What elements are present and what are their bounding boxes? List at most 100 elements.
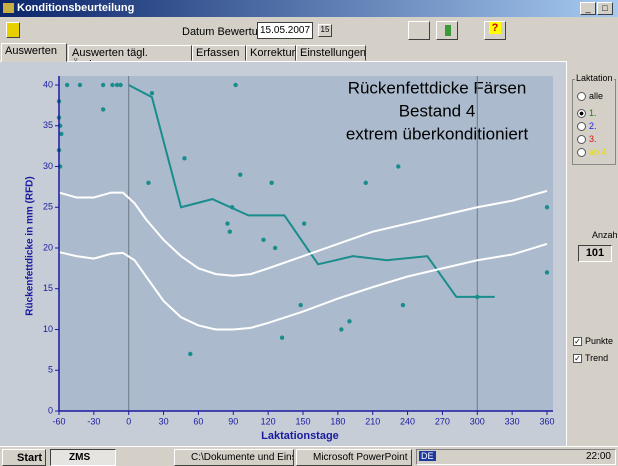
tray: DE 22:00 <box>416 449 616 465</box>
x-tick-label: 60 <box>193 416 203 426</box>
chart-title: Rückenfettdicke Färsen <box>348 78 527 97</box>
task-button[interactable]: Microsoft PowerPoint - [... <box>296 449 412 466</box>
calendar-button[interactable]: 15 <box>318 24 332 37</box>
radio[interactable]: ab 4 <box>577 147 607 158</box>
x-tick-label: 0 <box>126 416 131 426</box>
data-point <box>146 180 151 185</box>
minimize-button[interactable]: _ <box>580 2 596 15</box>
y-tick-label: 30 <box>43 161 53 171</box>
data-point <box>225 221 230 226</box>
count-label: Anzahl <box>592 230 618 240</box>
checkbox[interactable]: ✓ Punkte <box>573 336 614 347</box>
y-tick-label: 10 <box>43 324 53 334</box>
data-point <box>227 229 232 234</box>
trend-line <box>128 84 495 298</box>
task-button[interactable]: C:\Dokumente und Einst... <box>174 449 294 466</box>
maximize-button[interactable]: □ <box>597 2 613 15</box>
radio[interactable]: 1. <box>577 108 597 119</box>
date-input[interactable]: 15.05.2007 <box>257 22 313 39</box>
count-box: 101 <box>578 245 612 262</box>
data-point <box>100 82 106 88</box>
export-icon <box>445 25 451 36</box>
y-tick-label: 15 <box>43 283 53 293</box>
data-point <box>301 221 307 226</box>
data-point <box>544 270 550 275</box>
radio-label: 3. <box>589 134 597 144</box>
radio[interactable]: 3. <box>577 134 597 145</box>
title-bar: Konditionsbeurteilung _ □ <box>0 0 618 17</box>
data-point <box>110 82 115 88</box>
data-point <box>279 335 285 340</box>
data-point <box>269 180 274 185</box>
data-point <box>149 90 155 96</box>
date-label: Datum Bewertung <box>182 26 271 38</box>
data-point <box>59 131 64 137</box>
radio-label: 2. <box>589 121 597 131</box>
radio[interactable]: alle <box>577 91 604 102</box>
data-point <box>233 82 238 88</box>
data-point <box>261 237 266 243</box>
data-point <box>339 327 344 332</box>
y-tick-label: 35 <box>43 120 53 130</box>
app-icon <box>3 3 14 13</box>
data-point <box>400 302 406 308</box>
data-point <box>298 302 303 308</box>
x-tick-label: -60 <box>52 416 65 426</box>
data-point <box>182 156 187 161</box>
chart: Rückenfettdicke Färsen Bestand 4 extrem … <box>25 76 555 442</box>
x-tick-label: 360 <box>539 416 554 426</box>
exit-button[interactable] <box>6 22 20 38</box>
data-point <box>100 107 106 112</box>
data-point <box>114 82 120 88</box>
x-tick-label: 210 <box>365 416 380 426</box>
plot-area <box>59 76 553 411</box>
data-point <box>188 351 193 357</box>
export-button[interactable] <box>436 21 458 40</box>
data-point <box>229 205 235 210</box>
x-tick-label: 330 <box>505 416 520 426</box>
data-point <box>396 164 401 169</box>
tab[interactable]: Erfassen <box>192 45 246 61</box>
help-button[interactable]: ? <box>484 21 506 40</box>
taskbar: Start ZMS C:\Dokumente und Einst... Micr… <box>0 446 618 466</box>
checkbox-label: Trend <box>585 353 609 363</box>
x-tick-label: 300 <box>470 416 485 426</box>
x-axis-label: Laktationstage <box>261 430 339 442</box>
print-button[interactable] <box>408 21 430 40</box>
window-title: Konditionsbeurteilung <box>17 2 135 14</box>
y-tick-label: 25 <box>43 202 53 212</box>
radio-label: alle <box>589 91 604 101</box>
data-point <box>272 245 278 251</box>
side-panel <box>566 61 618 446</box>
task-button[interactable]: ZMS <box>50 449 116 466</box>
trend-line <box>58 189 548 277</box>
x-tick-label: 180 <box>330 416 345 426</box>
data-point <box>347 319 352 324</box>
x-tick-label: 120 <box>261 416 276 426</box>
language[interactable]: DE <box>419 451 436 461</box>
trend-line <box>58 242 548 331</box>
y-axis-label: Rückenfettdicke in mm (RFD) <box>25 176 36 315</box>
start-button[interactable]: Start <box>2 449 46 466</box>
y-tick-label: 0 <box>48 405 53 415</box>
data-point <box>238 172 243 177</box>
chart-title: Bestand 4 <box>399 101 476 120</box>
radio-label: ab 4 <box>589 147 607 157</box>
data-point <box>77 82 83 88</box>
tab-active[interactable]: Auswerten <box>1 43 67 62</box>
checkbox[interactable]: ✓ Trend <box>573 353 609 364</box>
checkbox-label: Punkte <box>585 336 614 346</box>
y-tick-label: 5 <box>48 365 53 375</box>
x-tick-label: 90 <box>228 416 238 426</box>
radio-label: 1. <box>589 108 597 118</box>
tab[interactable]: Einstellungen <box>296 45 366 61</box>
x-tick-label: 240 <box>400 416 415 426</box>
data-point <box>118 82 123 88</box>
x-tick-label: 150 <box>295 416 310 426</box>
tab[interactable]: Korrektur <box>246 45 296 61</box>
radio[interactable]: 2. <box>577 121 597 132</box>
data-point <box>64 82 70 88</box>
y-tick-label: 20 <box>43 242 53 252</box>
clock: 22:00 <box>585 451 611 462</box>
